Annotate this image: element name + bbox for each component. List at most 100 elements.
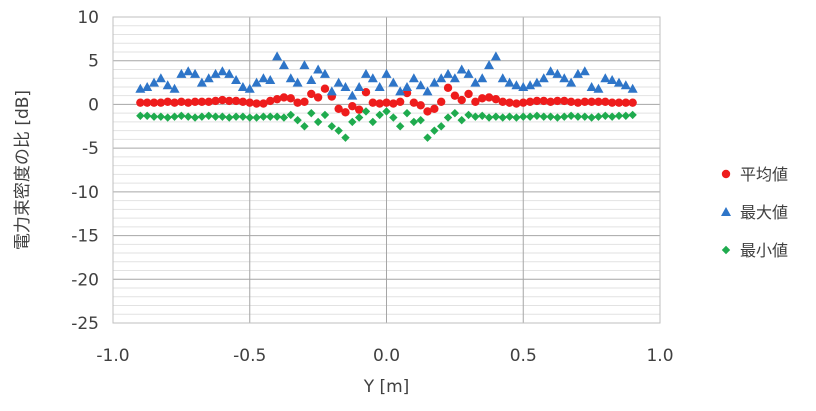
- data-point: [382, 107, 391, 116]
- x-tick-label: 1.0: [646, 346, 673, 366]
- data-point: [190, 68, 201, 78]
- data-point: [559, 73, 570, 83]
- data-point: [177, 111, 186, 120]
- data-point: [512, 99, 521, 108]
- data-point: [211, 112, 220, 121]
- data-point: [505, 112, 514, 121]
- data-point: [402, 81, 413, 91]
- data-point: [203, 73, 214, 83]
- data-point: [252, 99, 261, 108]
- data-point: [375, 110, 384, 120]
- y-axis-title: 電力束密度の比 [dB]: [13, 90, 33, 250]
- y-tick-label: 5: [88, 52, 99, 72]
- data-point: [484, 60, 495, 70]
- data-point: [395, 122, 405, 131]
- data-point: [423, 107, 432, 116]
- data-point: [272, 51, 283, 61]
- data-point: [395, 97, 405, 107]
- data-point: [272, 94, 282, 104]
- data-point: [238, 112, 248, 121]
- data-point: [601, 97, 610, 107]
- data-point: [340, 81, 351, 91]
- data-point: [170, 98, 179, 107]
- data-point: [566, 77, 577, 87]
- data-point: [266, 112, 275, 121]
- y-tick-label: 10: [77, 8, 99, 28]
- data-point: [259, 112, 268, 121]
- y-tick-label: -25: [71, 314, 99, 334]
- data-point: [149, 77, 160, 87]
- data-point: [348, 117, 357, 127]
- x-tick-label: -1.0: [96, 346, 129, 366]
- data-point: [504, 77, 515, 87]
- data-point: [375, 99, 384, 108]
- data-point: [245, 98, 254, 107]
- data-point: [162, 80, 173, 90]
- data-point: [560, 112, 569, 121]
- data-point: [374, 81, 385, 91]
- data-point: [245, 113, 254, 122]
- data-point: [320, 110, 330, 120]
- data-point: [484, 113, 494, 122]
- data-point: [553, 96, 562, 106]
- legend-marker: [721, 245, 731, 255]
- data-point: [498, 97, 507, 107]
- data-point: [142, 111, 152, 120]
- data-point: [142, 81, 153, 91]
- data-point: [163, 113, 172, 122]
- data-point: [360, 68, 371, 78]
- y-tick-label: -20: [71, 270, 99, 290]
- y-tick-label: 0: [88, 95, 99, 115]
- data-point: [320, 84, 330, 93]
- data-point: [478, 111, 487, 120]
- data-point: [586, 81, 597, 91]
- data-point: [142, 98, 152, 107]
- data-point: [389, 113, 398, 122]
- data-point: [204, 111, 213, 120]
- data-point: [511, 80, 522, 90]
- data-point: [532, 96, 542, 106]
- data-point: [491, 112, 501, 121]
- data-point: [224, 68, 235, 78]
- data-point: [519, 112, 528, 121]
- y-tick-label: -5: [82, 139, 99, 159]
- data-point: [272, 112, 282, 121]
- data-point: [354, 81, 365, 91]
- data-point: [293, 98, 302, 107]
- data-point: [429, 77, 440, 87]
- data-point: [621, 98, 631, 107]
- data-point: [627, 83, 638, 93]
- data-point: [319, 68, 330, 78]
- data-point: [607, 98, 617, 107]
- data-point: [313, 93, 323, 102]
- data-point: [196, 77, 207, 87]
- data-point: [334, 104, 343, 114]
- data-point: [484, 93, 494, 102]
- data-point: [307, 89, 316, 99]
- data-point: [423, 133, 432, 142]
- data-point: [614, 98, 624, 107]
- data-point: [368, 117, 378, 127]
- y-tick-label: -10: [71, 183, 99, 203]
- data-point: [594, 112, 603, 121]
- data-point: [299, 60, 310, 70]
- data-point: [177, 97, 186, 107]
- series-3: [136, 107, 637, 142]
- data-point: [416, 115, 425, 125]
- data-point: [498, 113, 507, 122]
- data-point: [395, 86, 406, 96]
- data-point: [532, 111, 542, 120]
- data-point: [155, 73, 166, 83]
- data-point: [388, 77, 399, 87]
- data-point: [197, 112, 207, 121]
- x-tick-label: 0.5: [510, 346, 537, 366]
- data-point: [258, 73, 269, 83]
- data-point: [409, 98, 419, 107]
- data-point: [416, 101, 425, 110]
- data-point: [381, 68, 392, 78]
- series-1: [136, 83, 637, 117]
- data-point: [464, 110, 473, 120]
- data-point: [313, 64, 324, 74]
- data-point: [163, 97, 172, 107]
- data-point: [169, 83, 180, 93]
